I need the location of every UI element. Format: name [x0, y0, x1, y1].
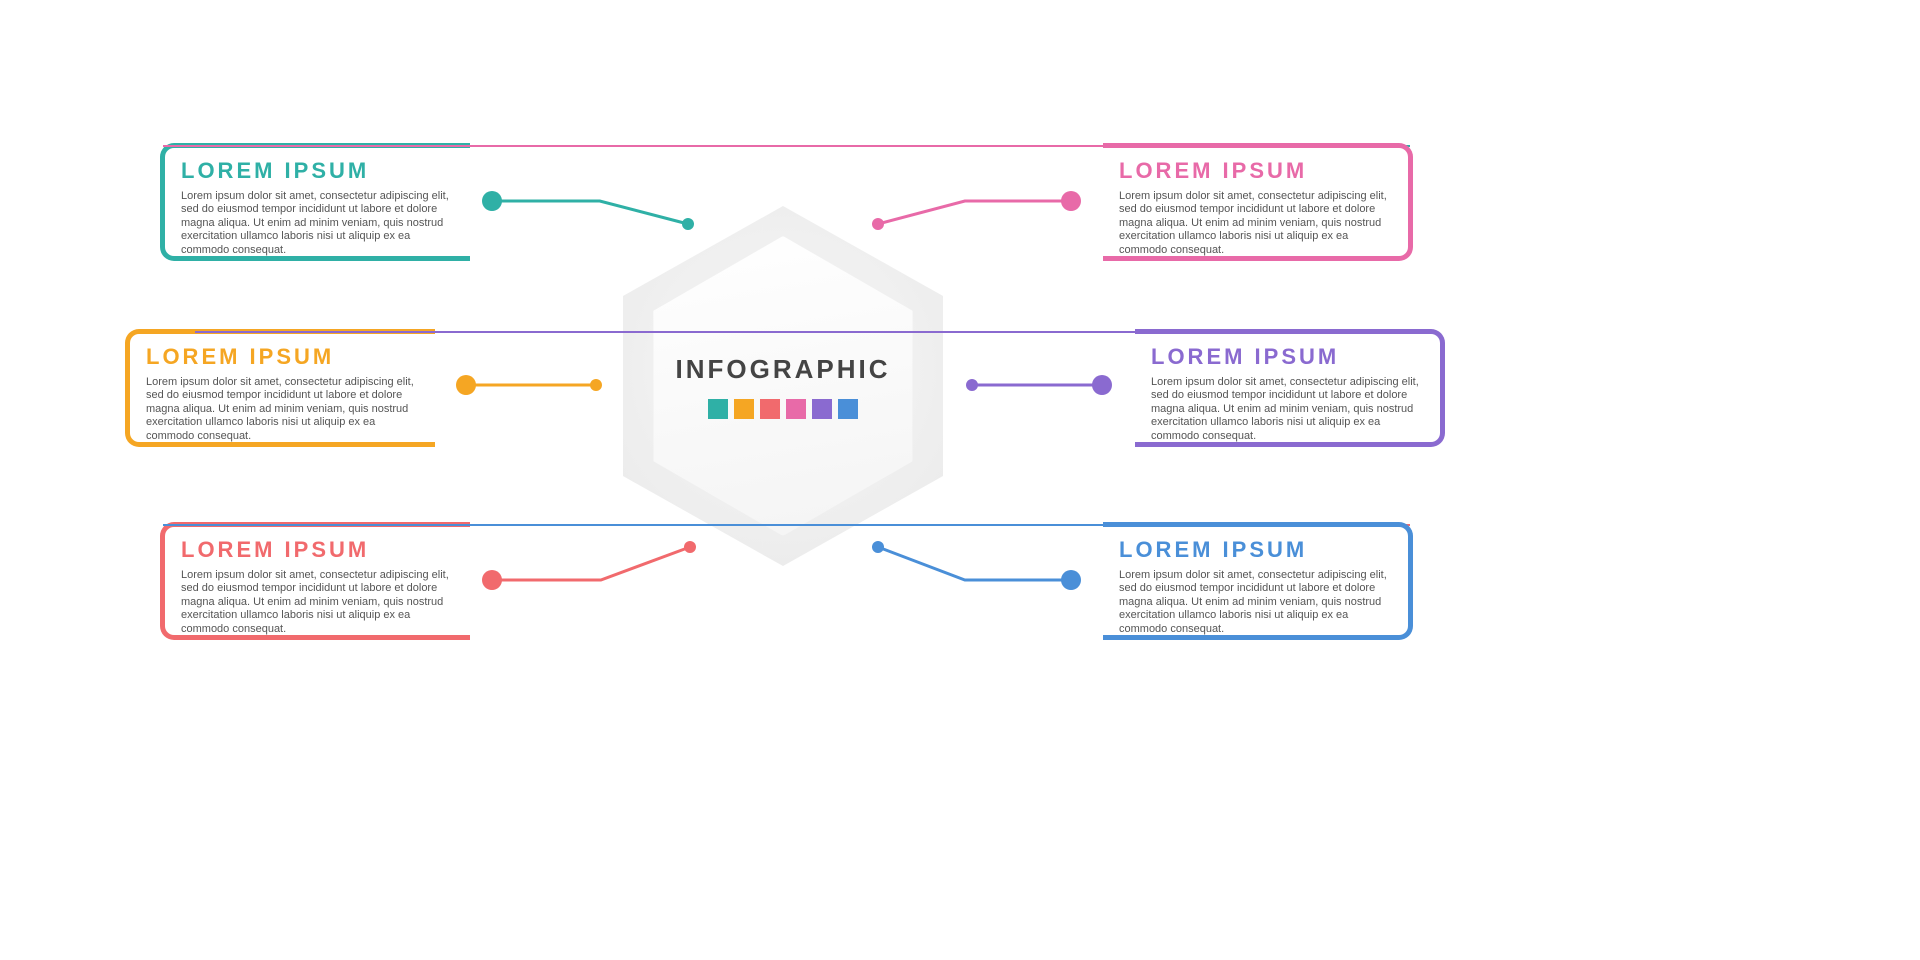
card-title: LOREM IPSUM — [1119, 158, 1392, 184]
connector-line — [492, 201, 688, 224]
swatch — [812, 399, 832, 419]
card-title: LOREM IPSUM — [1151, 344, 1424, 370]
connector-start-dot — [1061, 191, 1081, 211]
swatch — [838, 399, 858, 419]
connector-end-dot — [966, 379, 978, 391]
connector-line — [492, 547, 690, 580]
infographic-stage: INFOGRAPHIC LOREM IPSUM Lorem ipsum dolor… — [0, 0, 1920, 960]
connector-start-dot — [482, 570, 502, 590]
card-pink: LOREM IPSUM Lorem ipsum dolor sit amet, c… — [1103, 143, 1413, 261]
color-swatches — [708, 399, 858, 419]
card-title: LOREM IPSUM — [181, 158, 454, 184]
card-body: Lorem ipsum dolor sit amet, consectetur … — [1119, 569, 1392, 636]
card-title: LOREM IPSUM — [181, 537, 454, 563]
connector-line — [878, 547, 1071, 580]
center-title: INFOGRAPHIC — [676, 354, 891, 385]
card-body: Lorem ipsum dolor sit amet, consectetur … — [181, 569, 454, 636]
connector-end-dot — [872, 541, 884, 553]
card-orange: LOREM IPSUM Lorem ipsum dolor sit amet, c… — [125, 329, 435, 447]
card-tail — [163, 524, 1103, 526]
card-blue: LOREM IPSUM Lorem ipsum dolor sit amet, c… — [1103, 522, 1413, 640]
card-tail — [163, 145, 1103, 147]
swatch — [734, 399, 754, 419]
card-teal: LOREM IPSUM Lorem ipsum dolor sit amet, c… — [160, 143, 470, 261]
card-title: LOREM IPSUM — [146, 344, 419, 370]
card-purple: LOREM IPSUM Lorem ipsum dolor sit amet, c… — [1135, 329, 1445, 447]
connector-start-dot — [482, 191, 502, 211]
card-body: Lorem ipsum dolor sit amet, consectetur … — [1119, 190, 1392, 257]
connector-end-dot — [684, 541, 696, 553]
connector-line — [878, 201, 1071, 224]
card-body: Lorem ipsum dolor sit amet, consectetur … — [146, 376, 419, 443]
card-title: LOREM IPSUM — [1119, 537, 1392, 563]
connector-end-dot — [682, 218, 694, 230]
swatch — [786, 399, 806, 419]
connector-start-dot — [456, 375, 476, 395]
card-body: Lorem ipsum dolor sit amet, consectetur … — [181, 190, 454, 257]
swatch — [708, 399, 728, 419]
connector-end-dot — [590, 379, 602, 391]
card-tail — [195, 331, 1135, 333]
connector-start-dot — [1061, 570, 1081, 590]
card-red: LOREM IPSUM Lorem ipsum dolor sit amet, c… — [160, 522, 470, 640]
connector-start-dot — [1092, 375, 1112, 395]
swatch — [760, 399, 780, 419]
connector-end-dot — [872, 218, 884, 230]
card-body: Lorem ipsum dolor sit amet, consectetur … — [1151, 376, 1424, 443]
